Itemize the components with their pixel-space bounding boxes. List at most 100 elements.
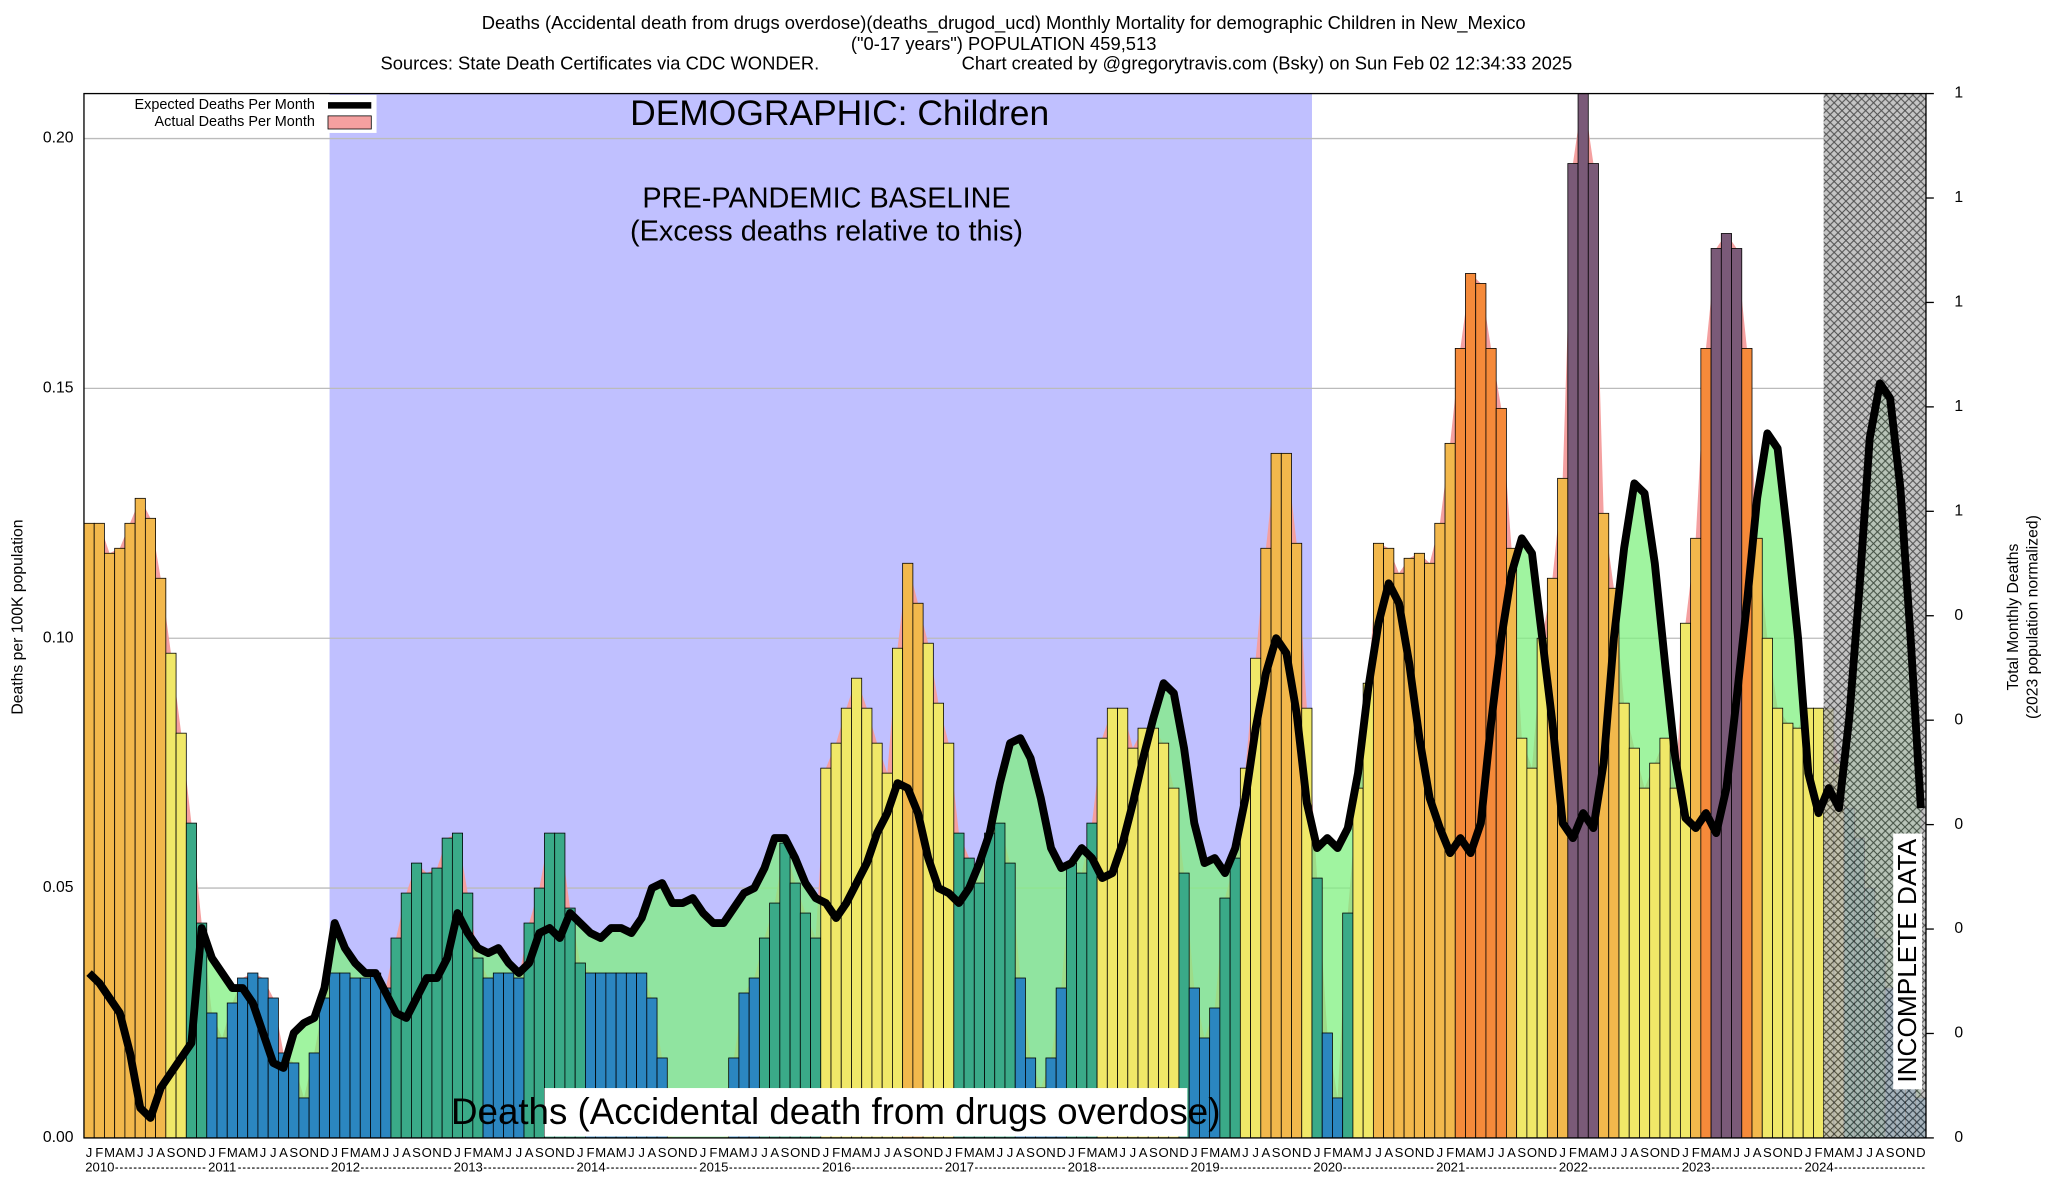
x-tick-label: J [638, 1145, 645, 1160]
x-tick-label: J [331, 1145, 338, 1160]
bar [902, 562, 914, 1139]
x-tick-label: J [823, 1145, 830, 1160]
x-tick-label: O [1036, 1145, 1046, 1160]
x-tick-label: A [484, 1145, 493, 1160]
year-label: 2011 [208, 1160, 236, 1175]
y-tick-label: 0.10 [43, 629, 74, 646]
x-tick-label: O [1650, 1145, 1660, 1160]
x-tick-label: D [1302, 1145, 1311, 1160]
x-tick-label: A [1262, 1145, 1271, 1160]
bar [155, 577, 167, 1139]
x-tick-label: J [997, 1145, 1004, 1160]
x-tick-label: S [1517, 1145, 1526, 1160]
legend-swatch [327, 115, 372, 130]
x-tick-label: A [1343, 1145, 1352, 1160]
x-tick-label: S [167, 1145, 176, 1160]
x-tick-label: D [1671, 1145, 1680, 1160]
x-tick-label: F [1815, 1145, 1823, 1160]
bar [298, 1097, 310, 1139]
baseline-subtitle: (Excess deaths relative to this) [630, 215, 1023, 247]
x-tick-label: O [790, 1145, 800, 1160]
y2-tick-label: 1 [1954, 85, 1963, 102]
x-tick-label: S [1149, 1145, 1158, 1160]
x-tick-label: A [1221, 1145, 1230, 1160]
x-tick-label: J [1252, 1145, 1259, 1160]
bar [1587, 163, 1599, 1139]
x-tick-label: A [770, 1145, 779, 1160]
x-tick-label: A [279, 1145, 288, 1160]
x-tick-label: A [648, 1145, 657, 1160]
x-tick-label: N [1783, 1145, 1792, 1160]
x-tick-label: J [270, 1145, 277, 1160]
bar [1536, 637, 1548, 1139]
bar [237, 977, 249, 1139]
bar [349, 977, 361, 1139]
x-tick-label: J [1119, 1145, 1126, 1160]
x-tick-label: J [628, 1145, 635, 1160]
credit: Chart created by @gregorytravis.com (Bsk… [962, 53, 1573, 74]
x-tick-label: J [454, 1145, 461, 1160]
x-tick-label: M [1455, 1145, 1466, 1160]
bar [1158, 742, 1170, 1139]
x-tick-label: J [1068, 1145, 1075, 1160]
x-tick-label: A [607, 1145, 616, 1160]
bar [1741, 348, 1753, 1139]
y-tick-label: 0.15 [43, 380, 74, 397]
x-tick-label: N [801, 1145, 810, 1160]
legend-label: Expected Deaths Per Month [135, 97, 315, 113]
plot-frame [83, 92, 1927, 1139]
x-tick-label: J [945, 1145, 952, 1160]
bar [1618, 702, 1630, 1139]
bar [1260, 547, 1272, 1139]
x-tick-label: D [565, 1145, 574, 1160]
y-tick-label: 0.20 [43, 130, 74, 147]
x-tick-label: A [1712, 1145, 1721, 1160]
sources: Sources: State Death Certificates via CD… [380, 53, 819, 74]
title-line-1: Deaths (Accidental death from drugs over… [482, 12, 1526, 34]
bar [1229, 857, 1241, 1139]
x-tick-label: O [422, 1145, 432, 1160]
x-tick-label: S [1886, 1145, 1895, 1160]
x-tick-label: A [1466, 1145, 1475, 1160]
x-tick-label: D [1916, 1145, 1925, 1160]
bar [1720, 233, 1732, 1139]
x-tick-label: F [955, 1145, 963, 1160]
x-tick-label: D [1057, 1145, 1066, 1160]
bar [144, 517, 156, 1139]
x-tick-label: M [718, 1145, 729, 1160]
x-tick-label: F [832, 1145, 840, 1160]
x-tick-label: A [1139, 1145, 1148, 1160]
x-tick-label: A [1589, 1145, 1598, 1160]
bar [1577, 93, 1589, 1139]
x-tick-label: J [1437, 1145, 1444, 1160]
x-tick-label: M [964, 1145, 975, 1160]
x-tick-label: M [104, 1145, 115, 1160]
x-tick-label: J [137, 1145, 144, 1160]
x-tick-label: A [1384, 1145, 1393, 1160]
year-label: 2015 [699, 1160, 728, 1175]
y-axis-label: Deaths per 100K population [10, 520, 27, 715]
bar [1454, 348, 1466, 1139]
bar [1332, 1097, 1344, 1139]
x-tick-label: N [432, 1145, 441, 1160]
bar [1096, 737, 1108, 1139]
bar [431, 867, 443, 1139]
bar [1792, 727, 1804, 1139]
x-tick-label: J [147, 1145, 154, 1160]
x-tick-label: O [1772, 1145, 1782, 1160]
x-tick-label: A [1876, 1145, 1885, 1160]
bar [1659, 737, 1671, 1139]
x-tick-label: S [1640, 1145, 1649, 1160]
x-tick-label: J [751, 1145, 758, 1160]
x-tick-label: S [781, 1145, 790, 1160]
x-tick-label: D [1179, 1145, 1188, 1160]
x-tick-label: J [1375, 1145, 1382, 1160]
x-tick-label: F [1569, 1145, 1577, 1160]
x-tick-label: J [1365, 1145, 1372, 1160]
x-tick-label: J [209, 1145, 216, 1160]
x-tick-label: O [1527, 1145, 1537, 1160]
x-tick-label: D [320, 1145, 329, 1160]
x-tick-label: M [472, 1145, 483, 1160]
x-tick-label: F [709, 1145, 717, 1160]
